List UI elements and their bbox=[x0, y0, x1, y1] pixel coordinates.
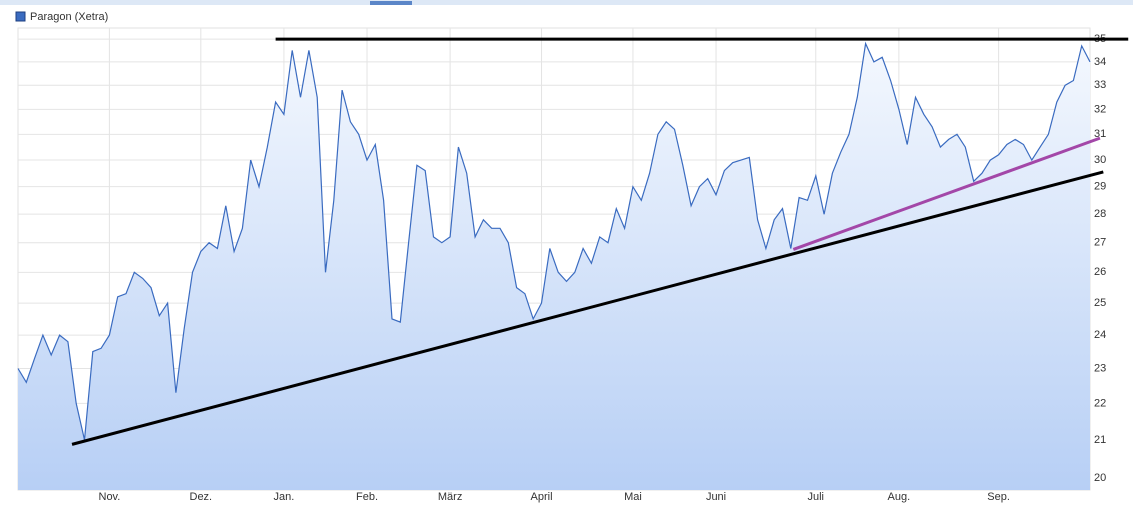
x-tick-label: Dez. bbox=[190, 491, 213, 503]
x-tick-label: Mai bbox=[624, 491, 642, 503]
trend-line bbox=[71, 170, 1104, 446]
x-tick-label: Sep. bbox=[987, 491, 1010, 503]
y-tick-label: 29 bbox=[1094, 181, 1106, 193]
y-tick-label: 23 bbox=[1094, 362, 1106, 374]
x-tick-label: Juni bbox=[706, 491, 726, 503]
y-tick-label: 20 bbox=[1094, 472, 1106, 484]
x-tick-label: April bbox=[531, 491, 553, 503]
y-tick-label: 31 bbox=[1094, 128, 1106, 140]
y-tick-label: 26 bbox=[1094, 266, 1106, 278]
y-tick-label: 33 bbox=[1094, 79, 1106, 91]
y-tick-label: 28 bbox=[1094, 208, 1106, 220]
top-strip bbox=[0, 0, 1133, 5]
y-tick-label: 34 bbox=[1094, 56, 1106, 68]
y-tick-label: 27 bbox=[1094, 237, 1106, 249]
y-tick-label: 22 bbox=[1094, 397, 1106, 409]
legend-swatch bbox=[15, 11, 26, 22]
x-tick-label: Jan. bbox=[274, 491, 295, 503]
price-line bbox=[17, 41, 1091, 441]
y-tick-label: 21 bbox=[1094, 434, 1106, 446]
x-tick-label: Nov. bbox=[99, 491, 121, 503]
x-tick-label: Aug. bbox=[888, 491, 911, 503]
y-tick-label: 25 bbox=[1094, 297, 1106, 309]
x-tick-label: Feb. bbox=[356, 491, 378, 503]
tab-indicator bbox=[370, 1, 412, 5]
area-fill bbox=[18, 43, 1090, 490]
y-tick-label: 30 bbox=[1094, 154, 1106, 166]
y-tick-label: 32 bbox=[1094, 103, 1106, 115]
x-tick-label: Juli bbox=[808, 491, 825, 503]
x-tick-label: März bbox=[438, 491, 462, 503]
y-tick-label: 24 bbox=[1094, 329, 1106, 341]
legend-label: Paragon (Xetra) bbox=[30, 11, 108, 23]
trend-line bbox=[792, 136, 1101, 251]
